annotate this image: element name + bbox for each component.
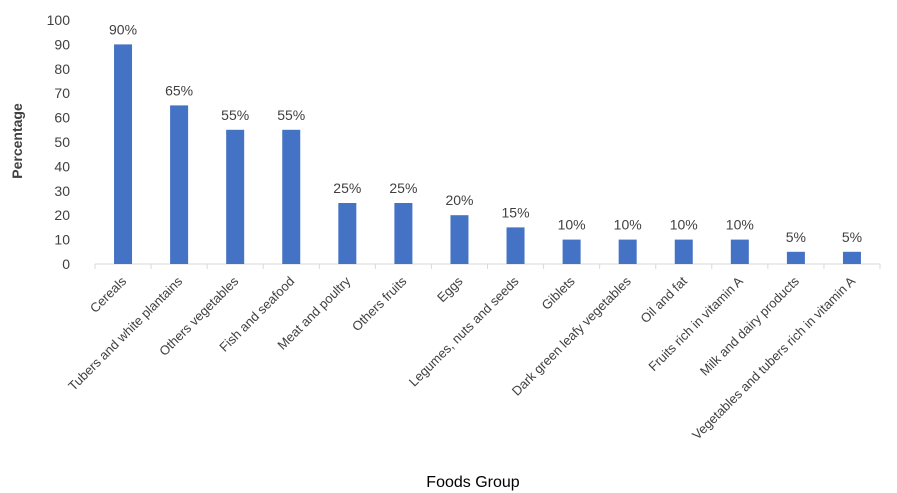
bar	[170, 105, 189, 265]
data-label: 10%	[558, 217, 586, 233]
data-label: 55%	[277, 107, 305, 123]
category-label: Others fruits	[349, 273, 410, 334]
bar	[562, 239, 581, 264]
bar	[730, 239, 749, 264]
data-label: 15%	[502, 204, 530, 220]
y-tick-label: 10	[54, 232, 70, 248]
bar	[282, 129, 301, 264]
y-tick-label: 70	[54, 85, 70, 101]
data-label: 25%	[333, 180, 361, 196]
y-tick-label: 80	[54, 61, 70, 77]
y-tick-label: 100	[47, 12, 71, 28]
data-label: 5%	[842, 229, 862, 245]
category-label: Dark green leafy vegetables	[509, 273, 634, 398]
data-labels: 90% 65% 55% 55% 25% 25% 20% 15% 10% 10% 10% 10% 5% 5%	[109, 21, 862, 244]
category-label: Oil and fat	[637, 273, 690, 326]
category-label: Giblets	[539, 273, 579, 313]
bar	[394, 203, 413, 264]
bar	[674, 239, 693, 264]
bar	[842, 251, 861, 264]
y-tick-label: 60	[54, 110, 70, 126]
category-label: Legumes, nuts and seeds	[406, 273, 522, 389]
category-label: Tubers and white plantains	[65, 273, 185, 393]
bar	[450, 215, 469, 264]
y-axis-title: Percentage	[9, 103, 25, 179]
category-label: Fruits rich in vitamin A	[645, 273, 746, 374]
data-label: 65%	[165, 82, 193, 98]
data-label: 55%	[221, 107, 249, 123]
data-label: 20%	[445, 192, 473, 208]
x-axis-title: Foods Group	[426, 474, 519, 491]
category-label: Milk and dairy products	[697, 273, 802, 378]
data-label: 25%	[389, 180, 417, 196]
bar	[338, 203, 357, 264]
y-tick-label: 90	[54, 36, 70, 52]
y-axis-ticks: 0 10 20 30 40 50 60 70 80 90 100	[47, 12, 71, 272]
bars	[114, 44, 861, 265]
bar	[226, 129, 245, 264]
category-label: Cereals	[87, 273, 130, 316]
x-axis-tickmarks	[94, 264, 881, 269]
bar	[506, 227, 525, 264]
bar	[114, 44, 133, 265]
data-label: 10%	[614, 217, 642, 233]
data-label: 10%	[726, 217, 754, 233]
bar	[786, 251, 805, 264]
category-label: Eggs	[434, 273, 466, 305]
y-tick-label: 0	[62, 256, 70, 272]
y-tick-label: 30	[54, 183, 70, 199]
y-tick-label: 50	[54, 134, 70, 150]
data-label: 5%	[786, 229, 806, 245]
bar	[618, 239, 637, 264]
data-label: 90%	[109, 21, 137, 37]
y-tick-label: 20	[54, 207, 70, 223]
data-label: 10%	[670, 217, 698, 233]
y-tick-label: 40	[54, 158, 70, 174]
